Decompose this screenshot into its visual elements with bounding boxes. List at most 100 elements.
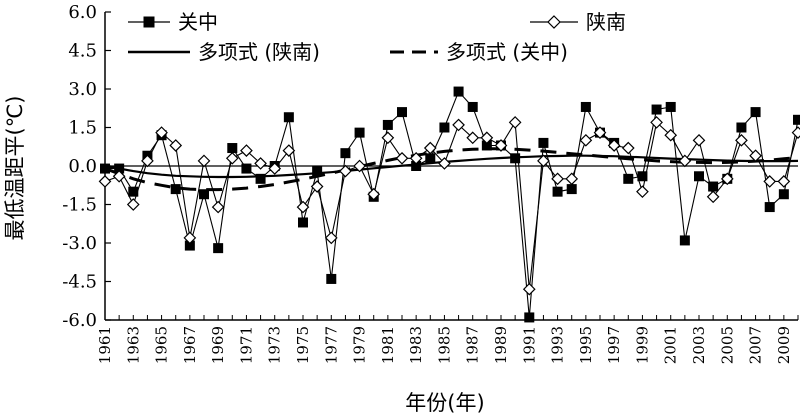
data-point-shannan	[650, 116, 663, 129]
data-point-guanzhong	[510, 153, 521, 164]
data-point-shannan	[254, 157, 267, 170]
data-point-guanzhong	[453, 86, 464, 97]
data-point-guanzhong	[552, 186, 563, 197]
data-point-shannan	[508, 116, 522, 129]
data-point-shannan	[777, 175, 791, 188]
data-point-shannan	[452, 118, 465, 132]
x-tick-label: 2001	[662, 326, 680, 364]
data-point-guanzhong	[298, 217, 308, 228]
data-point-shannan	[551, 172, 564, 186]
legend-label: 多项式 (陕南)	[198, 40, 320, 64]
data-point-shannan	[409, 151, 423, 165]
data-point-shannan	[324, 231, 338, 245]
legend-marker-diamond	[547, 15, 561, 29]
data-point-shannan	[339, 164, 352, 178]
data-point-guanzhong	[255, 173, 266, 184]
data-point-shannan	[522, 282, 536, 296]
data-point-shannan	[395, 151, 409, 165]
data-point-guanzhong	[694, 171, 704, 182]
data-point-guanzhong	[736, 122, 747, 133]
data-point-shannan	[155, 126, 168, 139]
data-point-guanzhong	[750, 107, 761, 118]
data-point-guanzhong	[100, 163, 110, 174]
data-point-shannan	[141, 154, 154, 168]
data-point-shannan	[678, 154, 692, 168]
trend-lines	[104, 147, 799, 192]
x-tick-label: 1997	[605, 326, 623, 364]
x-tick-label: 1979	[351, 326, 369, 364]
data-point-shannan	[211, 200, 225, 214]
data-point-guanzhong	[651, 104, 662, 115]
data-point-guanzhong	[241, 163, 252, 174]
x-tick-label: 1969	[209, 326, 227, 364]
data-point-shannan	[296, 200, 310, 214]
x-tick-label: 1963	[124, 326, 142, 364]
x-tick-label: 1985	[435, 326, 453, 364]
y-tick-label: -1.5	[62, 195, 97, 216]
x-tick-label: 2003	[690, 326, 708, 364]
data-point-shannan	[169, 139, 183, 152]
x-axis-title: 年份(年)	[405, 391, 484, 415]
data-point-guanzhong	[623, 173, 634, 184]
data-point-shannan	[706, 190, 720, 204]
data-point-shannan	[310, 180, 324, 193]
x-tick-label: 2007	[747, 326, 765, 364]
data-point-guanzhong	[411, 161, 422, 171]
data-point-guanzhong	[793, 114, 800, 125]
data-point-guanzhong	[538, 137, 549, 148]
trend-line-guanzhong	[104, 147, 799, 192]
data-point-shannan	[791, 126, 800, 139]
x-tick-label: 1999	[633, 326, 651, 364]
data-point-shannan	[268, 162, 282, 175]
x-tick-label: 1975	[294, 326, 312, 364]
data-point-shannan	[112, 169, 126, 183]
series-markers	[98, 86, 800, 323]
data-point-shannan	[225, 151, 239, 165]
y-tick-label: 6.0	[68, 2, 97, 23]
legend-marker-square	[143, 16, 155, 28]
y-tick-label: 0.0	[68, 156, 97, 177]
data-point-shannan	[749, 149, 762, 163]
data-point-shannan	[240, 144, 253, 157]
x-tick-label: 1965	[153, 326, 171, 364]
x-tick-label: 1989	[492, 326, 510, 364]
legend-label: 陕南	[586, 10, 626, 34]
x-tick-label: 1961	[96, 326, 114, 364]
x-tick-label: 2009	[775, 326, 793, 364]
data-point-guanzhong	[439, 122, 450, 133]
x-tick-label: 1981	[379, 326, 397, 364]
x-tick-label: 1987	[464, 326, 482, 364]
series-line-guanzhong	[105, 90, 799, 318]
data-point-shannan	[593, 126, 607, 139]
series-lines	[104, 90, 799, 318]
data-point-shannan	[692, 133, 706, 147]
data-point-guanzhong	[128, 186, 139, 197]
data-point-shannan	[636, 185, 649, 199]
legend-label: 关中	[178, 10, 218, 34]
data-point-guanzhong	[114, 163, 125, 174]
data-point-shannan	[423, 141, 437, 155]
x-tick-label: 2005	[718, 326, 736, 364]
data-point-shannan	[367, 187, 381, 201]
x-tick-label: 1993	[549, 326, 567, 364]
data-point-shannan	[381, 131, 395, 145]
data-point-guanzhong	[170, 184, 181, 195]
data-point-guanzhong	[312, 166, 323, 177]
y-tick-label: 1.5	[68, 118, 97, 139]
x-tick-label: 1983	[407, 326, 425, 364]
data-point-shannan	[664, 128, 678, 142]
data-point-shannan	[183, 231, 197, 245]
data-point-shannan	[607, 139, 621, 152]
data-point-shannan	[565, 172, 579, 186]
y-tick-label: -3.0	[62, 233, 97, 254]
data-point-shannan	[735, 133, 748, 147]
data-point-shannan	[438, 157, 451, 170]
data-point-guanzhong	[382, 119, 393, 130]
data-point-shannan	[466, 131, 480, 145]
x-tick-label: 1967	[181, 326, 199, 364]
x-tick-label: 1995	[577, 326, 595, 364]
data-point-shannan	[353, 159, 366, 173]
